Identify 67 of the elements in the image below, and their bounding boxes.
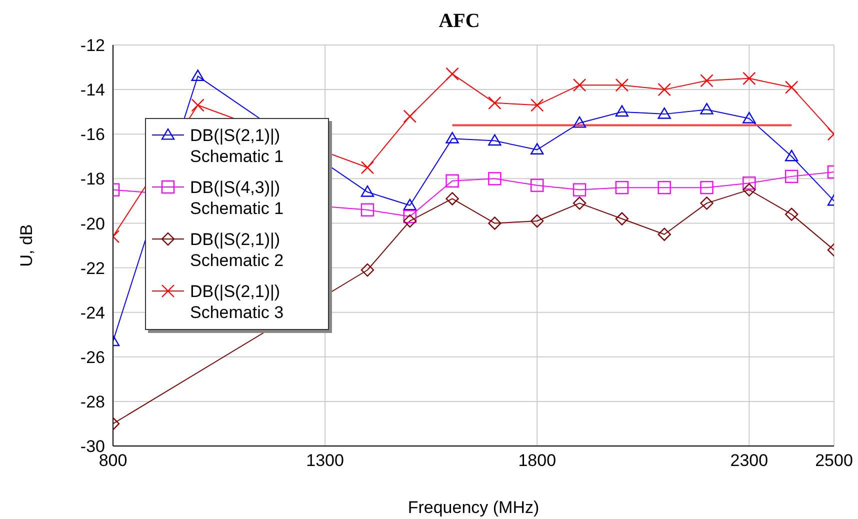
point: [700, 74, 714, 88]
point: [488, 216, 502, 230]
point: [572, 116, 586, 128]
y-axis-title: U, dB: [17, 224, 36, 267]
point: [572, 78, 586, 92]
point: [403, 214, 416, 228]
point: [742, 183, 756, 196]
point: [446, 67, 459, 81]
point: [530, 214, 544, 228]
point: [446, 174, 459, 188]
point: [615, 78, 629, 92]
point: [360, 185, 374, 197]
point: [700, 180, 714, 194]
point: [658, 107, 671, 119]
point: [403, 210, 416, 224]
point: [742, 72, 756, 86]
x-tick-label: 800: [98, 451, 128, 470]
x-axis-title: Frequency (MHz): [408, 498, 540, 517]
y-tick-label: -26: [80, 348, 105, 367]
y-tick-label: -16: [80, 125, 105, 144]
x-tick-label: 1800: [518, 451, 556, 470]
point: [742, 112, 756, 124]
y-tick-label: -14: [80, 80, 105, 100]
point: [700, 103, 714, 114]
x-tick-label: 1300: [306, 451, 344, 470]
point: [530, 178, 544, 192]
x-tick-label: 2300: [730, 451, 768, 470]
point: [360, 203, 374, 216]
point: [488, 172, 502, 186]
y-tick-label: -12: [80, 36, 105, 56]
point: [784, 150, 798, 162]
point: [572, 196, 586, 210]
point: [360, 160, 374, 174]
legend-label: DB(|S(4,3)|) Schematic 1: [190, 177, 285, 219]
point: [488, 96, 502, 110]
point: [615, 105, 629, 117]
y-tick-label: -20: [80, 214, 105, 234]
point: [742, 176, 756, 190]
point: [191, 70, 204, 81]
chart-title: AFC: [438, 10, 481, 33]
point: [700, 196, 714, 210]
point: [446, 132, 459, 144]
legend-label: DB(|S(2,1)|) Schematic 3: [190, 281, 285, 323]
y-tick-label: -18: [80, 170, 105, 189]
point: [403, 110, 416, 123]
point: [784, 80, 798, 94]
y-tick-label: -28: [80, 392, 105, 412]
y-tick-label: -24: [80, 303, 105, 322]
legend-label: DB(|S(2,1)|) Schematic 1: [190, 125, 285, 167]
point: [658, 82, 671, 96]
point: [784, 170, 798, 184]
point: [572, 183, 586, 196]
point: [488, 134, 502, 146]
point: [530, 143, 544, 155]
point: [530, 98, 544, 112]
point: [191, 98, 204, 112]
point: [446, 192, 459, 206]
point: [615, 212, 629, 226]
y-tick-label: -22: [80, 258, 105, 278]
point: [784, 208, 798, 221]
legend-label: DB(|S(2,1)|) Schematic 2: [190, 229, 285, 271]
point: [403, 198, 416, 210]
point: [615, 180, 629, 194]
point: [658, 180, 671, 194]
x-tick-label: 2500: [815, 451, 853, 470]
point: [360, 263, 374, 277]
point: [658, 228, 671, 241]
